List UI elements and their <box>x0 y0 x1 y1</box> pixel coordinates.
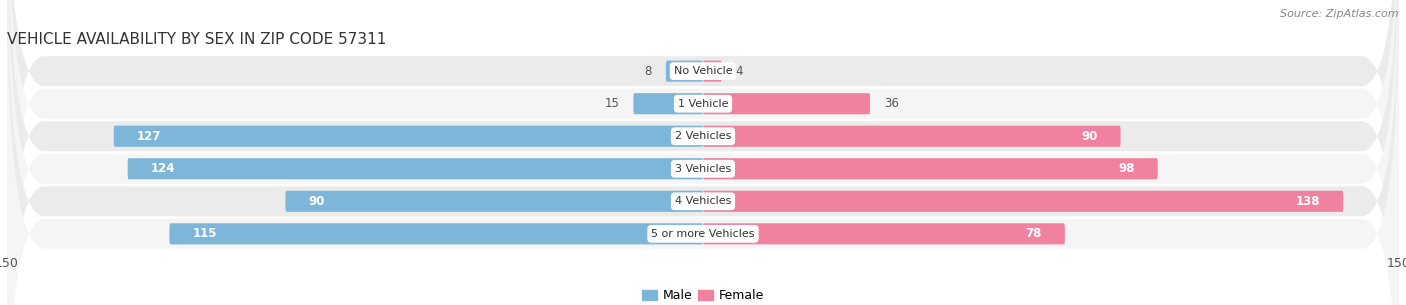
Text: 124: 124 <box>150 162 176 175</box>
FancyBboxPatch shape <box>7 0 1399 305</box>
Text: 36: 36 <box>884 97 898 110</box>
FancyBboxPatch shape <box>703 158 1157 179</box>
FancyBboxPatch shape <box>285 191 703 212</box>
Text: 90: 90 <box>1081 130 1098 143</box>
FancyBboxPatch shape <box>7 0 1399 305</box>
FancyBboxPatch shape <box>114 126 703 147</box>
FancyBboxPatch shape <box>128 158 703 179</box>
FancyBboxPatch shape <box>7 0 1399 305</box>
FancyBboxPatch shape <box>7 0 1399 305</box>
Text: 4 Vehicles: 4 Vehicles <box>675 196 731 206</box>
Text: 4: 4 <box>735 65 742 78</box>
Text: 115: 115 <box>193 227 217 240</box>
FancyBboxPatch shape <box>633 93 703 114</box>
FancyBboxPatch shape <box>703 191 1343 212</box>
Text: 78: 78 <box>1025 227 1042 240</box>
Text: Source: ZipAtlas.com: Source: ZipAtlas.com <box>1281 9 1399 19</box>
FancyBboxPatch shape <box>170 223 703 244</box>
FancyBboxPatch shape <box>703 126 1121 147</box>
FancyBboxPatch shape <box>703 223 1064 244</box>
FancyBboxPatch shape <box>703 61 721 82</box>
Text: No Vehicle: No Vehicle <box>673 66 733 76</box>
Text: VEHICLE AVAILABILITY BY SEX IN ZIP CODE 57311: VEHICLE AVAILABILITY BY SEX IN ZIP CODE … <box>7 32 387 47</box>
Text: 8: 8 <box>644 65 652 78</box>
Text: 90: 90 <box>308 195 325 208</box>
FancyBboxPatch shape <box>7 0 1399 305</box>
Text: 2 Vehicles: 2 Vehicles <box>675 131 731 141</box>
FancyBboxPatch shape <box>703 93 870 114</box>
Legend: Male, Female: Male, Female <box>643 289 763 303</box>
Text: 15: 15 <box>605 97 620 110</box>
Text: 138: 138 <box>1295 195 1320 208</box>
Text: 3 Vehicles: 3 Vehicles <box>675 164 731 174</box>
Text: 127: 127 <box>136 130 162 143</box>
Text: 98: 98 <box>1118 162 1135 175</box>
FancyBboxPatch shape <box>666 61 703 82</box>
FancyBboxPatch shape <box>7 0 1399 305</box>
Text: 1 Vehicle: 1 Vehicle <box>678 99 728 109</box>
Text: 5 or more Vehicles: 5 or more Vehicles <box>651 229 755 239</box>
